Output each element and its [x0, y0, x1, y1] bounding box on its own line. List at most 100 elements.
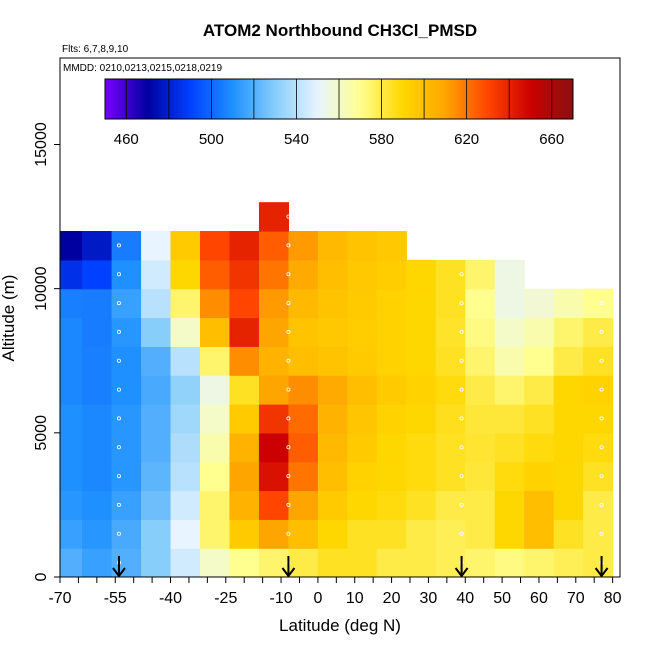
colorbar-swatch — [147, 79, 151, 119]
x-axis-label: Latitude (deg N) — [279, 616, 401, 635]
heatmap-cell — [435, 375, 466, 405]
observation-point — [286, 272, 291, 277]
heatmap-cell — [494, 375, 525, 405]
colorbar-swatch — [541, 79, 545, 119]
colorbar-swatch — [261, 79, 264, 119]
heatmap-cell — [288, 490, 319, 520]
heatmap-cell — [494, 259, 525, 290]
colorbar-swatch — [502, 79, 506, 119]
colorbar-swatch — [413, 79, 416, 119]
colorbar-swatch — [153, 79, 157, 119]
heatmap-cell — [317, 548, 348, 577]
heatmap-cell — [524, 519, 555, 549]
heatmap-cell — [288, 432, 319, 463]
heatmap-cell — [141, 548, 172, 577]
colorbar-swatch — [487, 79, 490, 119]
colorbar-swatch — [397, 79, 400, 119]
colorbar-swatch — [245, 79, 248, 119]
colorbar-swatch — [547, 79, 551, 119]
heatmap-cell — [258, 548, 290, 577]
heatmap-cell — [288, 346, 319, 376]
heatmap-cell — [553, 548, 584, 577]
colorbar-swatch — [206, 79, 209, 119]
colorbar-swatch — [157, 79, 161, 119]
heatmap-cell — [317, 346, 348, 376]
heatmap-cell — [141, 519, 172, 549]
colorbar-swatch — [496, 79, 500, 119]
colorbar-swatch — [200, 79, 203, 119]
colorbar-swatch — [190, 79, 194, 119]
heatmap-cell — [60, 375, 83, 405]
colorbar-swatch — [298, 79, 301, 119]
colorbar-swatch — [409, 79, 412, 119]
observation-point — [599, 214, 604, 219]
colorbar-swatch — [186, 79, 190, 119]
colorbar-swatch — [555, 79, 558, 119]
heatmap-cell — [524, 461, 555, 492]
colorbar-swatch — [194, 79, 198, 119]
colorbar-swatch — [424, 79, 428, 119]
colorbar-tick-label: 540 — [284, 131, 309, 148]
colorbar-swatch — [457, 79, 461, 119]
heatmap-cell — [317, 404, 348, 434]
colorbar-swatch — [535, 79, 539, 119]
heatmap-cell — [170, 490, 201, 520]
colorbar-swatch — [446, 79, 449, 119]
observation-point — [286, 416, 291, 421]
colorbar-swatch — [255, 79, 258, 119]
colorbar-swatch — [140, 79, 143, 119]
colorbar-swatch — [237, 79, 241, 119]
colorbar-swatch — [393, 79, 397, 119]
colorbar-swatch — [473, 79, 476, 119]
heatmap-cell — [347, 288, 378, 319]
heatmap-cell — [583, 519, 614, 549]
colorbar-swatch — [118, 79, 122, 119]
observation-point — [286, 358, 291, 363]
colorbar-swatch — [534, 79, 537, 119]
heatmap-cell — [60, 519, 83, 549]
colorbar-swatch — [296, 79, 299, 119]
heatmap-cell — [141, 432, 172, 463]
heatmap-cell — [60, 432, 83, 463]
heatmap-cell — [288, 519, 319, 549]
x-axis-tick-label: -25 — [214, 590, 237, 607]
y-axis-label: Altitude (m) — [0, 275, 18, 362]
heatmap-cell — [494, 288, 525, 319]
flight-arrow-head — [454, 567, 469, 578]
heatmap-cell — [465, 317, 496, 347]
heatmap-cell — [288, 317, 319, 347]
heatmap-cell — [258, 202, 290, 232]
colorbar-swatch — [301, 79, 305, 119]
heatmap-cell — [141, 375, 172, 405]
colorbar-swatch — [163, 79, 166, 119]
heatmap-cell — [60, 490, 83, 520]
heatmap-cell — [288, 288, 319, 319]
heatmap-cell — [376, 231, 407, 261]
colorbar-swatch — [317, 79, 320, 119]
colorbar-swatch — [389, 79, 393, 119]
x-axis-tick-label: -10 — [269, 590, 292, 607]
flight-arrows — [112, 556, 609, 578]
colorbar-swatch — [563, 79, 566, 119]
heatmap-cell — [583, 490, 614, 520]
heatmap-cell — [82, 375, 113, 405]
heatmap-cell — [406, 519, 437, 549]
observation-point — [459, 301, 464, 306]
heatmap-cell — [494, 461, 525, 492]
heatmap-cell — [465, 346, 496, 376]
colorbar-swatch — [257, 79, 260, 119]
heatmap-cell — [170, 461, 201, 492]
heatmap-cell — [141, 346, 172, 376]
plot-frame — [59, 57, 621, 578]
colorbar-swatch — [520, 79, 523, 119]
x-axis-tick-label: -70 — [48, 590, 71, 607]
colorbar-swatch — [311, 79, 315, 119]
colorbar-swatch — [192, 79, 196, 119]
heatmap-cell — [494, 317, 525, 347]
colorbar-swatch — [387, 79, 391, 119]
heatmap-cell — [200, 375, 231, 405]
observation-point — [286, 243, 291, 248]
colorbar-swatch — [530, 79, 533, 119]
heatmap-cell — [229, 259, 260, 290]
observation-point — [116, 329, 121, 334]
